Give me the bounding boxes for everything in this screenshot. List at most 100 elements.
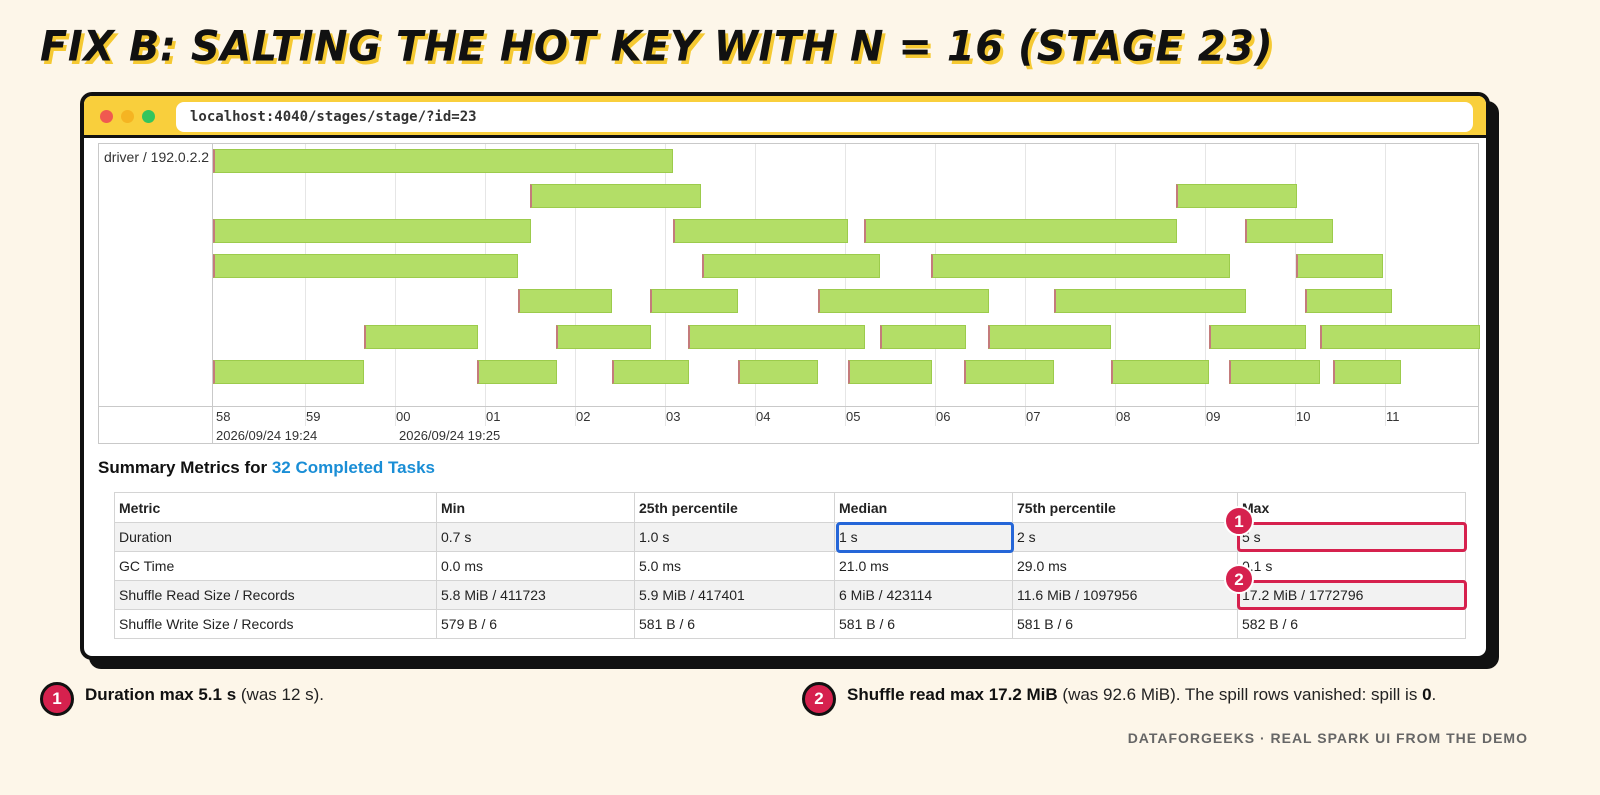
completed-tasks-link[interactable]: 32 Completed Tasks [271,458,435,477]
tick-label: 06 [936,409,951,424]
note-1-bold: Duration max 5.1 s [85,685,237,704]
tick-label: 59 [306,409,321,424]
table-cell: 5.8 MiB / 411723 [436,580,635,610]
grid-line [1115,144,1116,426]
task-bar[interactable] [1320,325,1480,349]
grid-line [575,144,576,426]
footer-credit: DataForGeeks · Real Spark UI from the de… [1127,730,1528,746]
column-header[interactable]: 75th percentile [1012,492,1238,523]
task-bar[interactable] [1054,289,1246,313]
task-bar[interactable] [612,360,689,384]
table-cell: 17.2 MiB / 1772796 [1237,580,1466,610]
tick-label: 58 [216,409,231,424]
table-cell: 5.9 MiB / 417401 [634,580,835,610]
task-bar[interactable] [964,360,1054,384]
task-bar[interactable] [213,254,518,278]
summary-heading: Summary Metrics for 32 Completed Tasks [98,458,435,478]
task-bar[interactable] [1111,360,1209,384]
task-bar[interactable] [702,254,880,278]
task-bar[interactable] [364,325,478,349]
table-header-row: Metric Min 25th percentile Median 75th p… [114,492,1466,523]
address-bar[interactable]: localhost:4040/stages/stage/?id=23 [176,102,1473,132]
task-bar[interactable] [518,289,612,313]
timeline-separator [212,144,213,444]
task-bar[interactable] [880,325,966,349]
table-cell: 582 B / 6 [1237,609,1466,639]
task-bar[interactable] [688,325,865,349]
event-timeline: driver / 192.0.2.2 [98,143,1480,444]
note-2-text: (was 92.6 MiB). The spill rows vanished:… [1057,685,1423,704]
callout-badge: 2 [1224,564,1254,594]
task-bar[interactable] [673,219,848,243]
grid-line [665,144,666,426]
summary-metrics-table: Metric Min 25th percentile Median 75th p… [114,492,1466,639]
table-cell: 579 B / 6 [436,609,635,639]
task-bar[interactable] [988,325,1111,349]
grid-line [1385,144,1386,426]
date-label: 2026/09/24 19:25 [399,428,501,443]
median-highlight [836,522,1014,553]
task-bar[interactable] [1209,325,1306,349]
browser-titlebar: localhost:4040/stages/stage/?id=23 [84,96,1486,138]
task-bar[interactable] [1176,184,1297,208]
column-header[interactable]: 25th percentile [634,492,835,523]
column-header[interactable]: Metric [114,492,437,523]
column-header[interactable]: Max [1237,492,1466,523]
note-2: Shuffle read max 17.2 MiB (was 92.6 MiB)… [847,685,1436,705]
grid-line [845,144,846,426]
table-cell: 581 B / 6 [834,609,1013,639]
grid-line [935,144,936,426]
tick-label: 05 [846,409,861,424]
note-2-bold-value: 0 [1422,685,1432,704]
task-bar[interactable] [1333,360,1401,384]
table-cell: Shuffle Read Size / Records [114,580,437,610]
grid-line [755,144,756,426]
table-row: Shuffle Write Size / Records 579 B / 6 5… [114,609,1466,639]
table-cell: 5.0 ms [634,551,835,581]
tick-label: 11 [1386,409,1400,424]
task-bar[interactable] [530,184,701,208]
column-header[interactable]: Median [834,492,1013,523]
table-cell: Duration [114,522,437,552]
tick-label: 00 [396,409,411,424]
task-bar[interactable] [1305,289,1392,313]
max-shuffle-highlight [1237,580,1467,610]
task-bar[interactable] [1245,219,1333,243]
task-bar[interactable] [931,254,1230,278]
grid-line [1295,144,1296,426]
task-bar[interactable] [1229,360,1320,384]
note-2-end: . [1431,685,1437,704]
task-bar[interactable] [864,219,1177,243]
task-bar[interactable] [213,219,531,243]
date-label: 2026/09/24 19:24 [216,428,318,443]
grid-line [305,144,306,426]
minimize-window-button[interactable] [121,110,134,123]
task-bar[interactable] [650,289,738,313]
column-header[interactable]: Min [436,492,635,523]
tick-label: 09 [1206,409,1221,424]
tick-label: 04 [756,409,771,424]
table-cell: 6 MiB / 423114 [834,580,1013,610]
tick-label: 03 [666,409,681,424]
grid-line [395,144,396,426]
maximize-window-button[interactable] [142,110,155,123]
note-badge: 1 [40,682,74,716]
table-row: Duration 0.7 s 1.0 s 1 s 2 s 5 s [114,522,1466,552]
note-1: Duration max 5.1 s (was 12 s). [85,685,324,705]
task-bar[interactable] [556,325,651,349]
task-bar[interactable] [1296,254,1383,278]
task-bar[interactable] [738,360,818,384]
task-bar[interactable] [818,289,989,313]
grid-line [485,144,486,426]
page-title: Fix B: Salting the hot key with N = 16 (… [40,22,1274,72]
tick-label: 02 [576,409,591,424]
task-bar[interactable] [477,360,557,384]
task-bar[interactable] [848,360,932,384]
grid-line [1205,144,1206,426]
close-window-button[interactable] [100,110,113,123]
table-cell: 21.0 ms [834,551,1013,581]
task-bar[interactable] [213,149,673,173]
task-bar[interactable] [213,360,364,384]
tick-label: 07 [1026,409,1041,424]
time-axis [99,406,1479,407]
